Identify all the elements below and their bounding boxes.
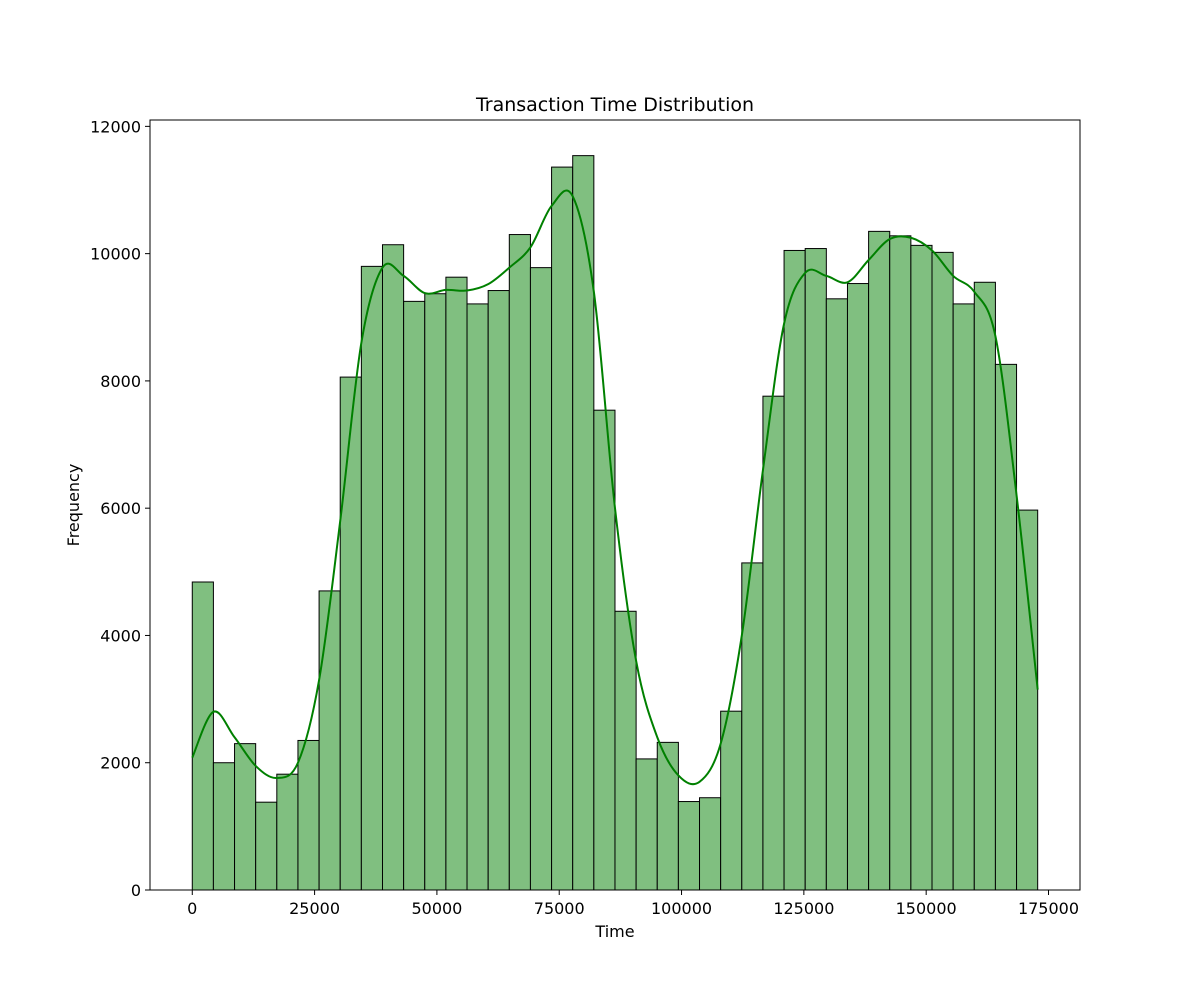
histogram-bar: [360, 265, 383, 891]
x-tick-label: 50000: [411, 899, 462, 918]
x-tick-label: 100000: [651, 899, 712, 918]
histogram-bar: [508, 234, 531, 891]
histogram-bar: [191, 581, 214, 891]
y-axis-ticks: 0 2000 4000 6000 8000 10000 12000: [90, 117, 150, 900]
x-axis-ticks: 0 25000 50000 75000 100000 125000 150000 175000: [187, 890, 1079, 918]
histogram-bar: [424, 293, 447, 891]
histogram-bar: [234, 743, 257, 891]
histogram-bar: [973, 281, 996, 891]
histogram-bar: [762, 395, 785, 891]
histogram-bar: [487, 290, 510, 891]
histogram-bar: [445, 276, 468, 891]
x-axis-label: Time: [594, 922, 634, 941]
y-tick-label: 10000: [90, 245, 141, 264]
x-tick-label: 0: [187, 899, 197, 918]
kde-curve: [191, 189, 1039, 786]
histogram-bar: [276, 773, 299, 891]
x-tick-label: 75000: [534, 899, 585, 918]
x-tick-label: 175000: [1018, 899, 1079, 918]
histogram-bar: [783, 249, 806, 891]
y-axis-label: Frequency: [64, 464, 83, 547]
y-tick-label: 4000: [100, 626, 141, 645]
y-tick-label: 12000: [90, 117, 141, 136]
y-tick-label: 6000: [100, 499, 141, 518]
histogram-bar: [720, 710, 743, 891]
histogram-bar: [551, 166, 574, 891]
histogram-bar: [212, 762, 236, 891]
y-tick-label: 8000: [100, 372, 141, 391]
histogram-bar: [825, 298, 848, 891]
histogram-bar: [381, 244, 405, 891]
histogram-bar: [255, 801, 278, 891]
histogram-bar: [804, 248, 827, 891]
histogram-bar: [297, 739, 320, 891]
histogram-bar: [635, 758, 658, 891]
plot-frame: [149, 119, 1081, 891]
chart-title: Transaction Time Distribution: [475, 94, 754, 116]
y-tick-label: 0: [131, 881, 141, 900]
histogram-bar: [614, 610, 637, 891]
histogram-bar: [868, 230, 891, 891]
histogram-bar: [466, 303, 489, 891]
histogram-bar: [910, 244, 933, 891]
bars-group: [191, 155, 1039, 891]
histogram-bar: [1016, 509, 1039, 891]
histogram-bar: [656, 741, 679, 891]
histogram-bar: [994, 363, 1018, 891]
y-tick-label: 2000: [100, 754, 141, 773]
histogram-bar: [403, 300, 426, 891]
x-tick-label: 150000: [896, 899, 957, 918]
histogram-bar: [952, 303, 975, 891]
histogram-bar: [699, 797, 722, 891]
histogram-bar: [677, 801, 701, 891]
x-tick-label: 25000: [289, 899, 340, 918]
histogram-bar: [529, 267, 553, 891]
x-tick-label: 125000: [773, 899, 834, 918]
histogram-bar: [318, 590, 341, 891]
histogram-bar: [931, 251, 954, 891]
histogram-bar: [339, 376, 362, 891]
histogram-bar: [846, 283, 870, 891]
histogram-bar: [889, 235, 912, 891]
